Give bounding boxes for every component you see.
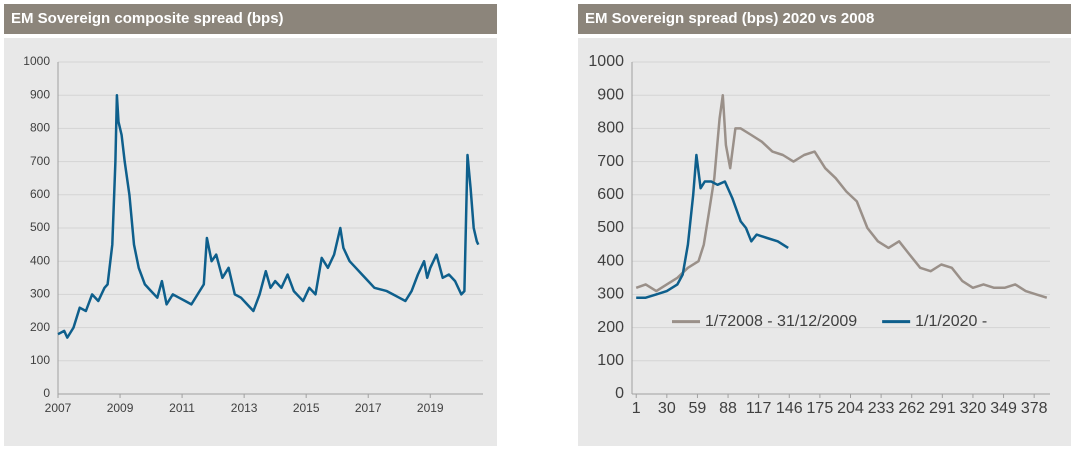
y-tick-label: 100	[30, 353, 50, 367]
y-tick-label: 600	[30, 187, 50, 201]
x-tick-label: 2009	[107, 401, 134, 415]
chart-title: EM Sovereign spread (bps) 2020 vs 2008	[585, 10, 874, 27]
x-tick-label: 320	[960, 400, 987, 417]
y-tick-label: 400	[30, 253, 50, 267]
x-tick-label: 2015	[293, 401, 320, 415]
x-tick-label: 233	[868, 400, 895, 417]
panel	[578, 38, 1071, 446]
x-tick-label: 175	[807, 400, 834, 417]
y-tick-label: 300	[30, 287, 50, 301]
x-tick-label: 2019	[417, 401, 444, 415]
x-tick-label: 378	[1021, 400, 1048, 417]
x-tick-label: 2017	[355, 401, 382, 415]
x-tick-label: 1	[632, 400, 641, 417]
x-tick-label: 291	[929, 400, 956, 417]
y-tick-label: 900	[30, 87, 50, 101]
y-tick-label: 500	[30, 220, 50, 234]
legend-label: 1/72008 - 31/12/2009	[705, 313, 857, 330]
y-tick-label: 0	[615, 385, 624, 402]
x-tick-label: 88	[719, 400, 737, 417]
y-tick-label: 400	[597, 252, 624, 269]
x-tick-label: 30	[658, 400, 676, 417]
x-tick-label: 2013	[231, 401, 258, 415]
y-tick-label: 700	[597, 153, 624, 170]
panel	[4, 38, 497, 446]
header-bar	[578, 4, 1071, 34]
x-tick-label: 117	[746, 400, 772, 417]
x-tick-label: 2007	[45, 401, 72, 415]
y-tick-label: 300	[597, 286, 624, 303]
x-tick-label: 349	[990, 400, 1017, 417]
line-series	[636, 153, 789, 299]
header-bar	[4, 4, 497, 34]
x-tick-label: 2011	[169, 401, 195, 415]
y-tick-label: 600	[597, 186, 624, 203]
y-tick-label: 700	[30, 154, 50, 168]
y-tick-label: 500	[597, 219, 624, 236]
line-series	[635, 93, 1048, 299]
y-tick-label: 100	[597, 352, 624, 369]
x-tick-label: 262	[898, 400, 925, 417]
x-tick-label: 146	[776, 400, 803, 417]
line-series	[57, 93, 480, 339]
x-tick-label: 59	[689, 400, 707, 417]
y-tick-label: 0	[43, 386, 50, 400]
chart-title: EM Sovereign composite spread (bps)	[11, 10, 284, 27]
legend-label: 1/1/2020 -	[915, 313, 987, 330]
y-tick-label: 200	[597, 319, 624, 336]
y-tick-label: 900	[597, 86, 624, 103]
y-tick-label: 800	[30, 121, 50, 135]
y-tick-label: 800	[597, 120, 624, 137]
y-tick-label: 1000	[23, 54, 50, 68]
y-tick-label: 200	[30, 320, 50, 334]
y-tick-label: 1000	[588, 53, 624, 70]
x-tick-label: 204	[837, 400, 864, 417]
